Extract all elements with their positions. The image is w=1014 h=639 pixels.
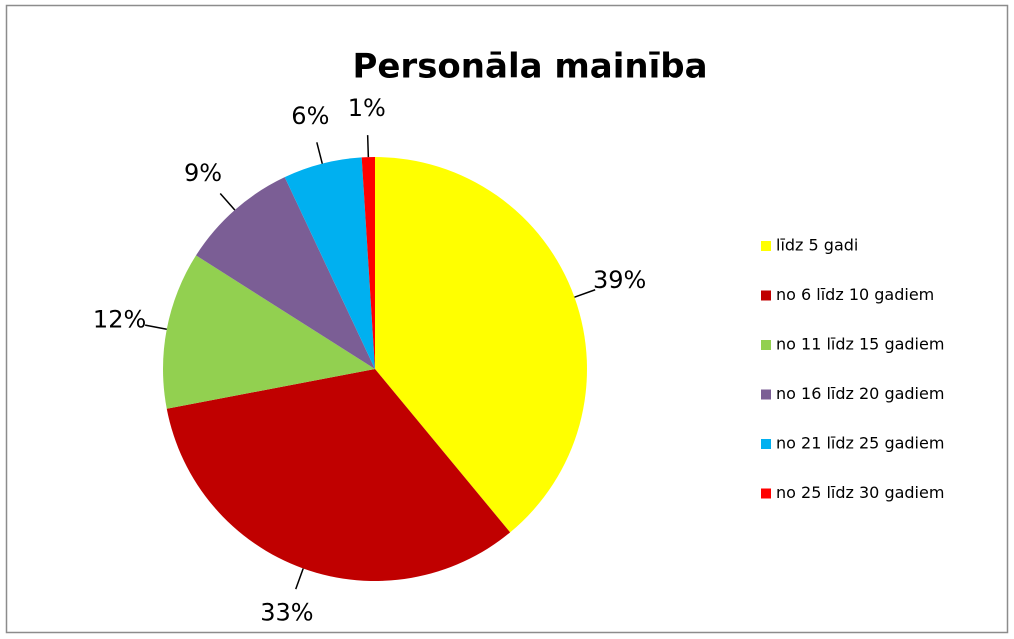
legend-swatch [761,488,771,499]
legend-label: līdz 5 gadi [776,236,858,255]
data-label: 12% [93,305,146,333]
legend-label: no 16 līdz 20 gadiem [776,384,944,403]
legend-swatch [761,340,771,350]
leader-line [316,142,324,164]
data-label: 9% [184,159,222,187]
pie-slice [361,157,375,369]
legend-swatch [761,241,771,251]
data-label: 39% [593,266,646,294]
legend-label: no 25 līdz 30 gadiem [776,483,944,502]
pie-slice [375,157,588,533]
leader-line [574,289,596,298]
leader-line [219,192,236,211]
pie-slice [284,157,375,369]
legend-swatch [761,389,771,400]
pie-slice [163,255,375,409]
chart-title: Personāla mainība [352,47,707,87]
legend-swatch [761,290,771,301]
leader-line [366,135,370,158]
legend-label: no 21 līdz 25 gadiem [776,434,944,453]
legend-swatch [761,439,771,449]
pie-slice [196,177,375,369]
data-label: 1% [348,94,386,122]
legend-label: no 6 līdz 10 gadiem [776,285,934,304]
leader-line [145,324,167,331]
data-label: 6% [291,102,329,130]
leader-line [295,568,304,590]
data-label: 33% [260,599,313,627]
pie-slice [166,369,511,582]
legend-label: no 11 līdz 15 gadiem [776,335,944,354]
